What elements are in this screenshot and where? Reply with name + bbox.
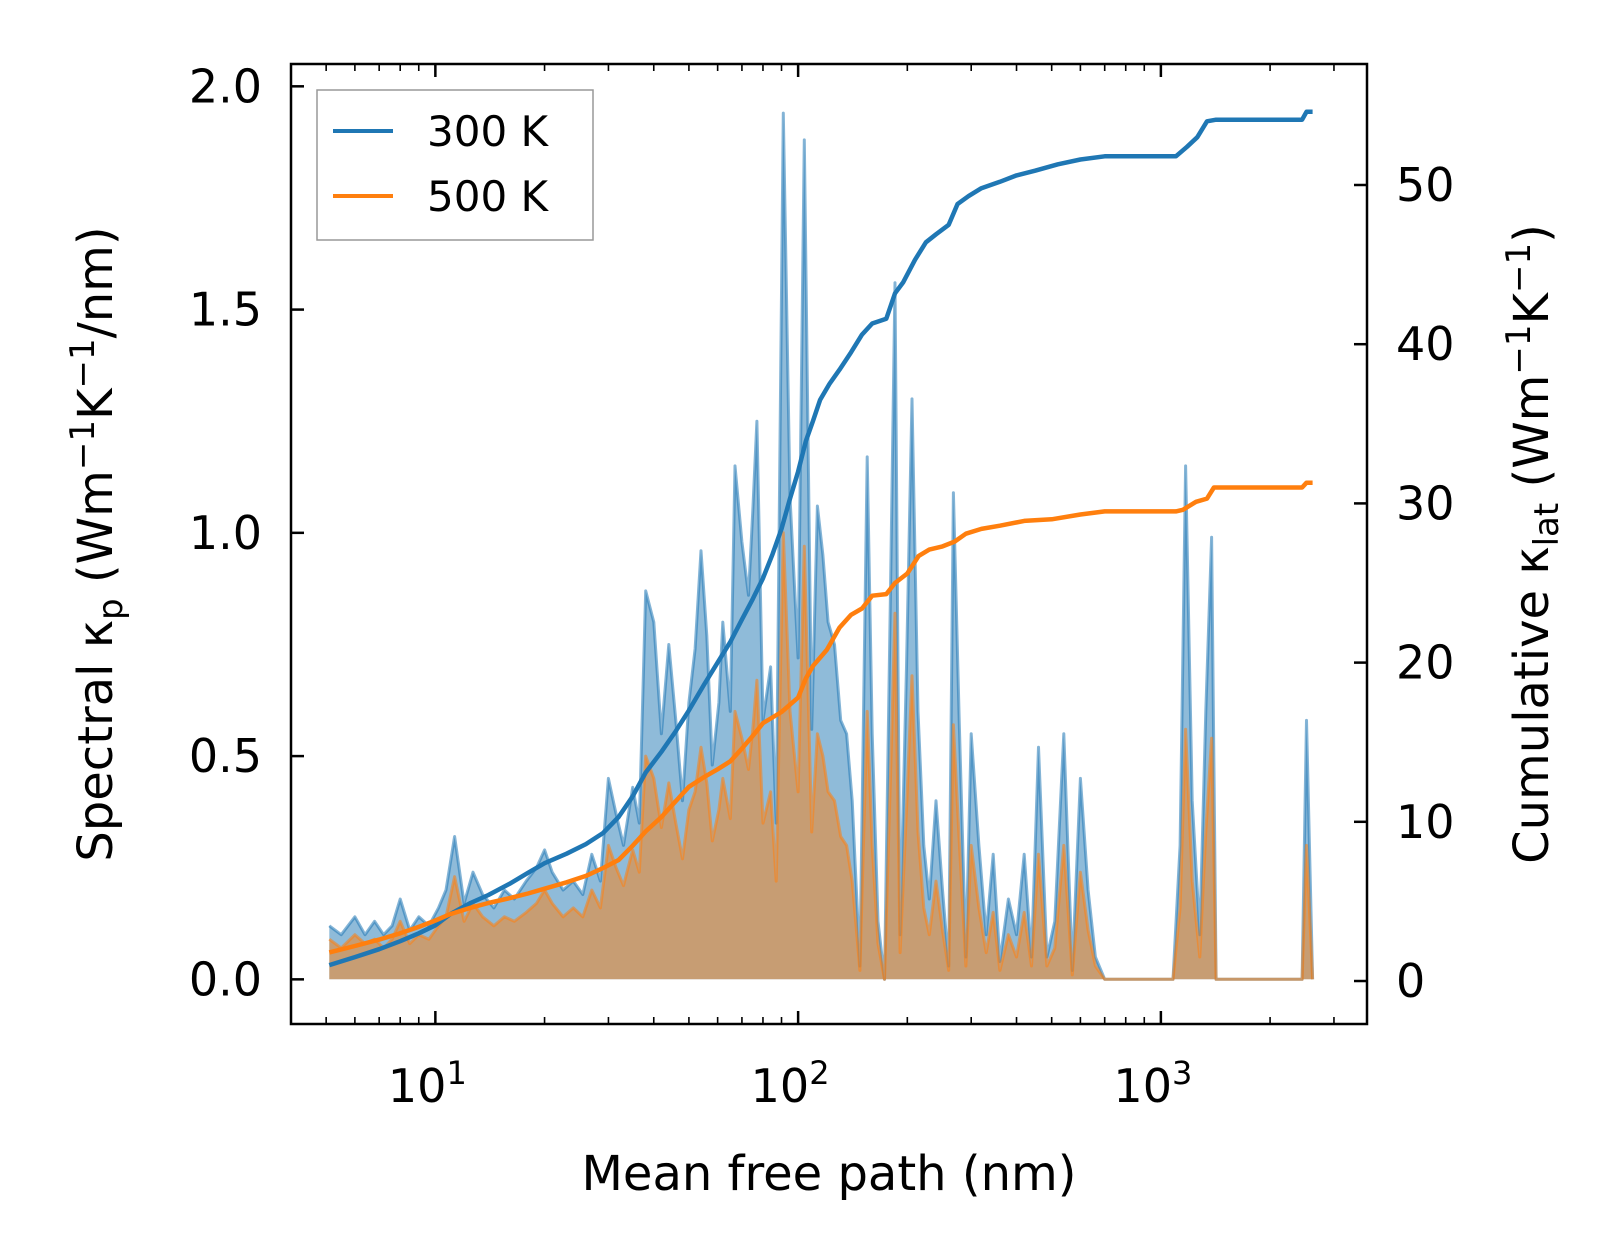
plot-frame xyxy=(289,62,1369,1026)
left-y-tick-label: 1.0 xyxy=(189,506,262,560)
spectral-fill-layer xyxy=(328,111,1315,981)
left-y-tick-label: 2.0 xyxy=(189,59,262,113)
right-y-axis-label: Cumulative κlat (Wm−1K−1) xyxy=(1499,224,1567,864)
x-tick-label: 101 xyxy=(388,1054,467,1113)
spectral-line-500k xyxy=(328,531,1315,981)
right-y-tick-label: 20 xyxy=(1396,636,1455,690)
legend-box xyxy=(316,89,594,241)
cumulative-line-300k xyxy=(328,109,1313,968)
right-y-tick-label: 40 xyxy=(1396,317,1455,371)
right-y-tick-label: 30 xyxy=(1396,476,1455,530)
cumulative-line-500k xyxy=(328,480,1313,955)
svg-text:102: 102 xyxy=(751,1054,830,1113)
svg-text:103: 103 xyxy=(1113,1054,1192,1113)
x-tick-label: 102 xyxy=(751,1054,830,1113)
cumulative-line-layer xyxy=(328,109,1313,968)
legend-label-500k: 500 K xyxy=(427,172,550,221)
left-y-tick-label: 0.0 xyxy=(189,952,262,1006)
tick-layer xyxy=(290,64,1367,1024)
left-y-tick-label: 1.5 xyxy=(189,283,262,337)
legend: 300 K 500 K xyxy=(316,89,594,241)
legend-label-300k: 300 K xyxy=(427,107,550,156)
left-y-tick-label: 0.5 xyxy=(189,729,262,783)
spectral-line-300k xyxy=(328,111,1315,981)
right-y-tick-label: 0 xyxy=(1396,954,1425,1008)
right-y-tick-label: 10 xyxy=(1396,795,1455,849)
x-axis-label: Mean free path (nm) xyxy=(582,1146,1077,1202)
left-y-axis-label: Spectral κp (Wm−1K−1/nm) xyxy=(63,226,131,861)
spectral-area-500k xyxy=(329,532,1313,980)
svg-text:101: 101 xyxy=(388,1054,467,1113)
right-y-tick-label: 50 xyxy=(1396,158,1455,212)
x-tick-label: 103 xyxy=(1113,1054,1192,1113)
